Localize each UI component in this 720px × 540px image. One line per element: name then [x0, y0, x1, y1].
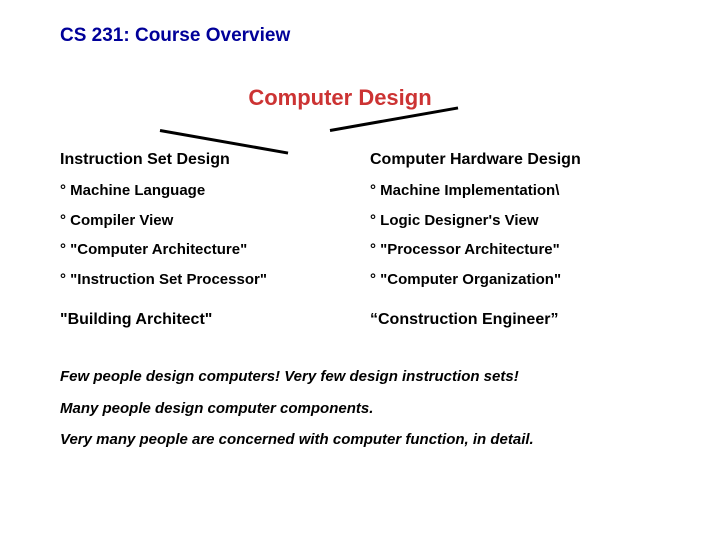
bottom-statements: Few people design computers! Very few de… — [60, 367, 660, 450]
right-column-heading: Computer Hardware Design — [370, 151, 660, 169]
list-item: ° "Computer Architecture" — [60, 240, 340, 260]
statement: Few people design computers! Very few de… — [60, 367, 660, 387]
branch-diagram — [100, 119, 660, 149]
right-column: Computer Hardware Design ° Machine Imple… — [370, 151, 660, 329]
list-item: ° Logic Designer's View — [370, 211, 660, 231]
list-item: ° Machine Implementation\ — [370, 181, 660, 201]
left-column: Instruction Set Design ° Machine Languag… — [60, 151, 340, 329]
page-title: CS 231: Course Overview — [60, 25, 660, 47]
main-heading: Computer Design — [20, 85, 660, 111]
list-item: ° "Instruction Set Processor" — [60, 270, 340, 290]
two-column-layout: Instruction Set Design ° Machine Languag… — [60, 151, 660, 329]
left-column-heading: Instruction Set Design — [60, 151, 340, 169]
statement: Very many people are concerned with comp… — [60, 430, 660, 450]
right-analogy: “Construction Engineer” — [370, 311, 660, 329]
statement: Many people design computer components. — [60, 399, 660, 419]
list-item: ° Machine Language — [60, 181, 340, 201]
left-analogy: "Building Architect" — [60, 311, 340, 329]
list-item: ° "Processor Architecture" — [370, 240, 660, 260]
list-item: ° Compiler View — [60, 211, 340, 231]
list-item: ° "Computer Organization" — [370, 270, 660, 290]
